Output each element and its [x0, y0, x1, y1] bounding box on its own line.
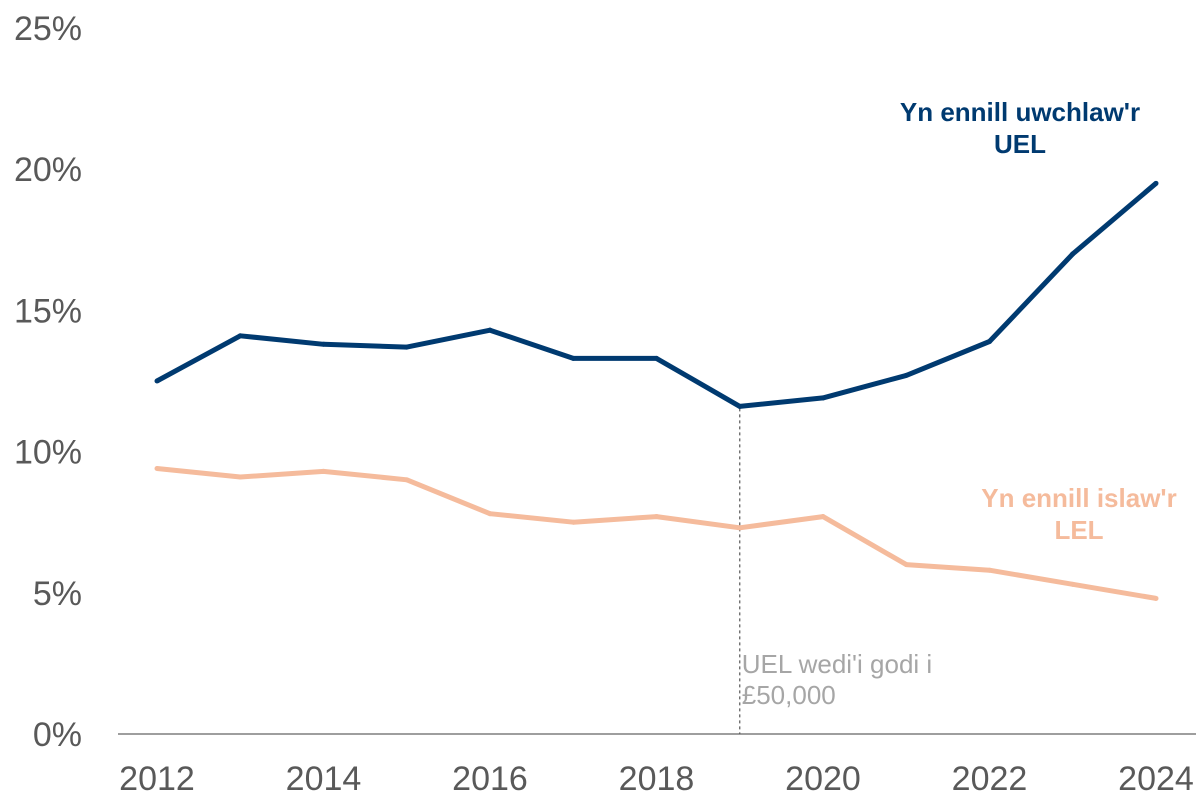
data-point — [820, 514, 826, 520]
data-point — [570, 519, 576, 525]
series-line-0 — [155, 181, 1158, 409]
annotation-text: UEL wedi'i godi i — [742, 649, 932, 679]
annotation-text: £50,000 — [742, 680, 836, 710]
series-label: Yn ennill islaw'r — [981, 483, 1176, 513]
data-point — [737, 525, 743, 531]
data-point — [987, 567, 992, 573]
y-tick-label: 15% — [14, 292, 82, 330]
data-point — [321, 341, 326, 347]
data-point — [404, 344, 410, 350]
data-point — [1070, 581, 1076, 587]
x-tick-label: 2022 — [952, 760, 1028, 794]
series-label: LEL — [1054, 515, 1103, 545]
x-tick-label: 2018 — [619, 760, 695, 794]
data-point — [1153, 595, 1159, 601]
x-tick-label: 2012 — [119, 760, 195, 794]
series-layer — [154, 180, 1159, 601]
data-point — [487, 511, 493, 517]
data-point — [1070, 251, 1076, 257]
data-point — [654, 355, 659, 361]
x-axis-ticks: 2012 2014 2016 2018 2020 2022 2024 — [119, 760, 1194, 794]
data-point — [154, 466, 160, 472]
data-point — [654, 514, 659, 520]
series-label: Yn ennill uwchlaw'r — [900, 97, 1140, 127]
x-tick-label: 2016 — [452, 760, 528, 794]
x-tick-label: 2024 — [1118, 760, 1194, 794]
data-point — [237, 474, 243, 480]
x-tick-label: 2014 — [286, 760, 362, 794]
y-tick-label: 20% — [14, 151, 82, 189]
data-point — [570, 355, 576, 361]
data-point — [820, 395, 826, 401]
data-point — [737, 403, 743, 409]
x-tick-label: 2020 — [785, 760, 861, 794]
data-point — [1153, 180, 1159, 186]
data-point — [487, 327, 493, 333]
data-point — [321, 468, 326, 474]
series-label: UEL — [994, 129, 1046, 159]
y-tick-label: 25% — [14, 10, 82, 48]
data-point — [404, 477, 410, 483]
data-point — [237, 333, 243, 339]
y-tick-label: 5% — [33, 575, 82, 613]
y-tick-label: 0% — [33, 716, 82, 754]
annotation-layer: UEL wedi'i godi i£50,000 — [739, 408, 932, 734]
y-tick-label: 10% — [14, 434, 82, 472]
data-point — [903, 372, 909, 378]
data-point — [987, 338, 992, 344]
data-point — [903, 562, 909, 568]
data-point — [154, 378, 160, 384]
y-axis-ticks: 0% 5% 10% 15% 20% 25% — [14, 10, 82, 754]
